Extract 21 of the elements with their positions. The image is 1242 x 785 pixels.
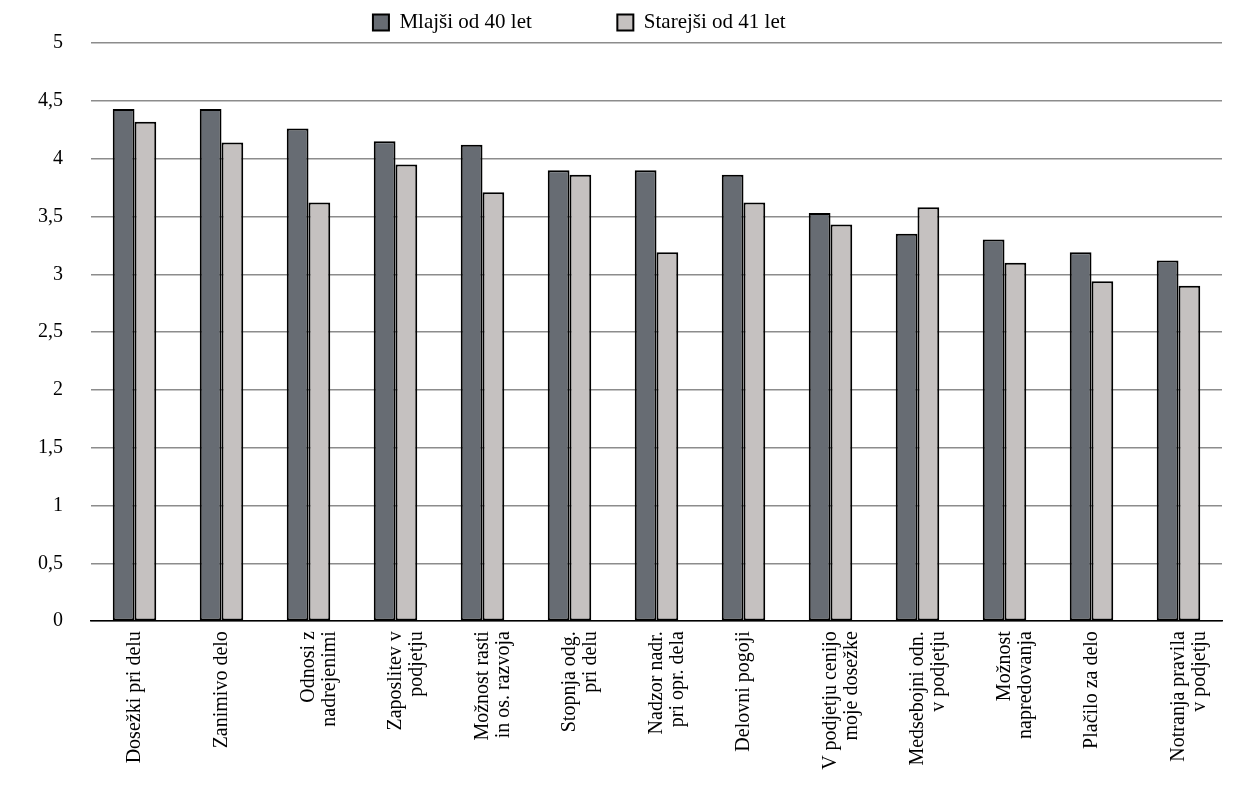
y-tick-label: 2,5 (38, 319, 63, 342)
x-tick-label: Dosežki pri delu (121, 631, 145, 764)
x-tick-label: Odnosi z nadrejenimi (295, 630, 340, 727)
x-tick-label: Notranja pravila v podjetju (1165, 631, 1210, 762)
x-tick-label: Plačilo za delo (1078, 631, 1101, 749)
x-tick-label: Stopnja odg. pri delu (556, 631, 601, 733)
y-tick-label: 4 (53, 145, 63, 168)
y-tick-label: 3,5 (38, 203, 63, 226)
y-tick-label: 4,5 (38, 88, 63, 111)
x-tick-label: V podjetju cenijo moje dosežke (817, 631, 862, 770)
y-tick-label: 0 (53, 608, 63, 631)
y-tick-label: 1 (53, 492, 63, 515)
x-tick-label: Delovni pogoji (730, 630, 754, 752)
x-tick-label: Zanimivo delo (208, 631, 231, 749)
y-tick-label: 0,5 (38, 550, 63, 573)
legend-label: Mlajši od 40 let (399, 9, 606, 34)
y-tick-label: 5 (53, 30, 63, 53)
y-tick-label: 1,5 (38, 434, 63, 457)
legend-label: Starejši od 41 let (643, 9, 860, 34)
y-tick-label: 2 (53, 377, 63, 400)
y-tick-label: 3 (53, 261, 63, 284)
